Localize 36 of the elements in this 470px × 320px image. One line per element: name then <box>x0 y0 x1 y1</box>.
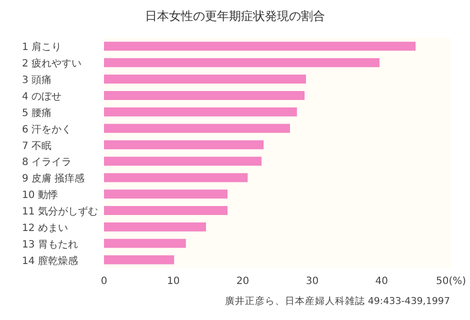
bar <box>104 222 206 232</box>
chart-title: 日本女性の更年期症状発現の割合 <box>145 9 325 23</box>
y-tick-label: 12 めまい <box>22 222 68 234</box>
x-tick-label: 40 <box>375 276 388 287</box>
y-tick-label: 1 肩こり <box>22 41 62 54</box>
bar <box>104 156 262 166</box>
x-tick-label: 30 <box>306 276 319 287</box>
bar <box>104 140 264 150</box>
y-tick-label: 14 膣乾燥感 <box>22 254 78 267</box>
y-tick-label: 7 不眠 <box>22 140 52 152</box>
y-tick-label: 4 のぼせ <box>22 92 62 102</box>
bar <box>104 173 248 182</box>
bar <box>104 238 186 248</box>
y-tick-label: 11 気分がしずむ <box>22 206 98 218</box>
bar <box>104 206 228 215</box>
bar <box>104 58 380 68</box>
bar <box>104 255 174 264</box>
bar <box>104 190 228 199</box>
x-tick-label: 0 <box>100 276 108 287</box>
y-tick-label: 10 動悸 <box>22 189 58 202</box>
x-tick-label: 50(%) <box>436 276 466 287</box>
y-tick-label: 9 皮膚 掻痒感 <box>22 172 85 185</box>
y-tick-label: 8 イライラ <box>22 157 72 168</box>
y-tick-label: 2 疲れやすい <box>22 58 82 70</box>
text: 廣井正彦ら、日本産婦人科雑誌 49:433-439,1997 <box>224 295 450 307</box>
y-tick-label: 3 頭痛 <box>22 74 52 86</box>
bar <box>104 107 297 116</box>
y-tick-label: 5 腰痛 <box>22 106 52 119</box>
x-tick-label: 20 <box>236 276 250 287</box>
bar <box>104 124 290 133</box>
bar <box>104 74 306 84</box>
y-tick-label: 13 胃もたれ <box>22 239 78 250</box>
x-tick-label: 10 <box>167 276 180 287</box>
bar <box>104 91 305 100</box>
bar <box>104 42 416 51</box>
y-tick-label: 6 汗をかく <box>22 123 72 136</box>
